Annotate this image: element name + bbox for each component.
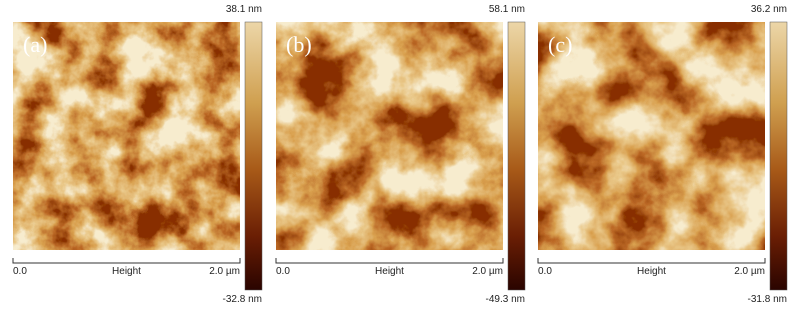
axis-end: 2.0 µm [734,266,765,277]
axis-end: 2.0 µm [472,266,503,277]
panel-label: (c) [548,32,572,57]
panel: (c) 36.2 nm -31.8 nm 0.0 Height 2.0 µm [537,4,788,305]
axis-end: 2.0 µm [209,266,240,277]
scale-max: 58.1 nm [489,4,525,15]
color-bar [507,21,526,291]
axis-title: Height [112,266,141,277]
scale-min: -49.3 nm [486,294,525,305]
afm-image [538,22,765,250]
color-bar [769,21,788,291]
panels: (a) 38.1 nm -32.8 nm 0.0 Height 2.0 µm (b) 58.1… [12,4,788,305]
scale-axis [275,258,504,264]
axis-start: 0.0 [13,266,27,277]
afm-image [276,22,503,250]
panel: (b) 58.1 nm -49.3 nm 0.0 Height 2.0 µm [275,4,526,305]
scale-axis [12,258,241,264]
scale-axis [537,258,766,264]
color-bar [244,21,263,291]
axis-start: 0.0 [276,266,290,277]
scale-min: -31.8 nm [748,294,787,305]
axis-title: Height [637,266,666,277]
afm-image [13,22,240,250]
axis-title: Height [375,266,404,277]
panel-label: (a) [23,32,47,57]
panel-label: (b) [286,32,312,57]
panel: (a) 38.1 nm -32.8 nm 0.0 Height 2.0 µm [12,4,263,305]
scale-min: -32.8 nm [223,294,262,305]
scale-max: 38.1 nm [226,4,262,15]
scale-max: 36.2 nm [751,4,787,15]
axis-start: 0.0 [538,266,552,277]
